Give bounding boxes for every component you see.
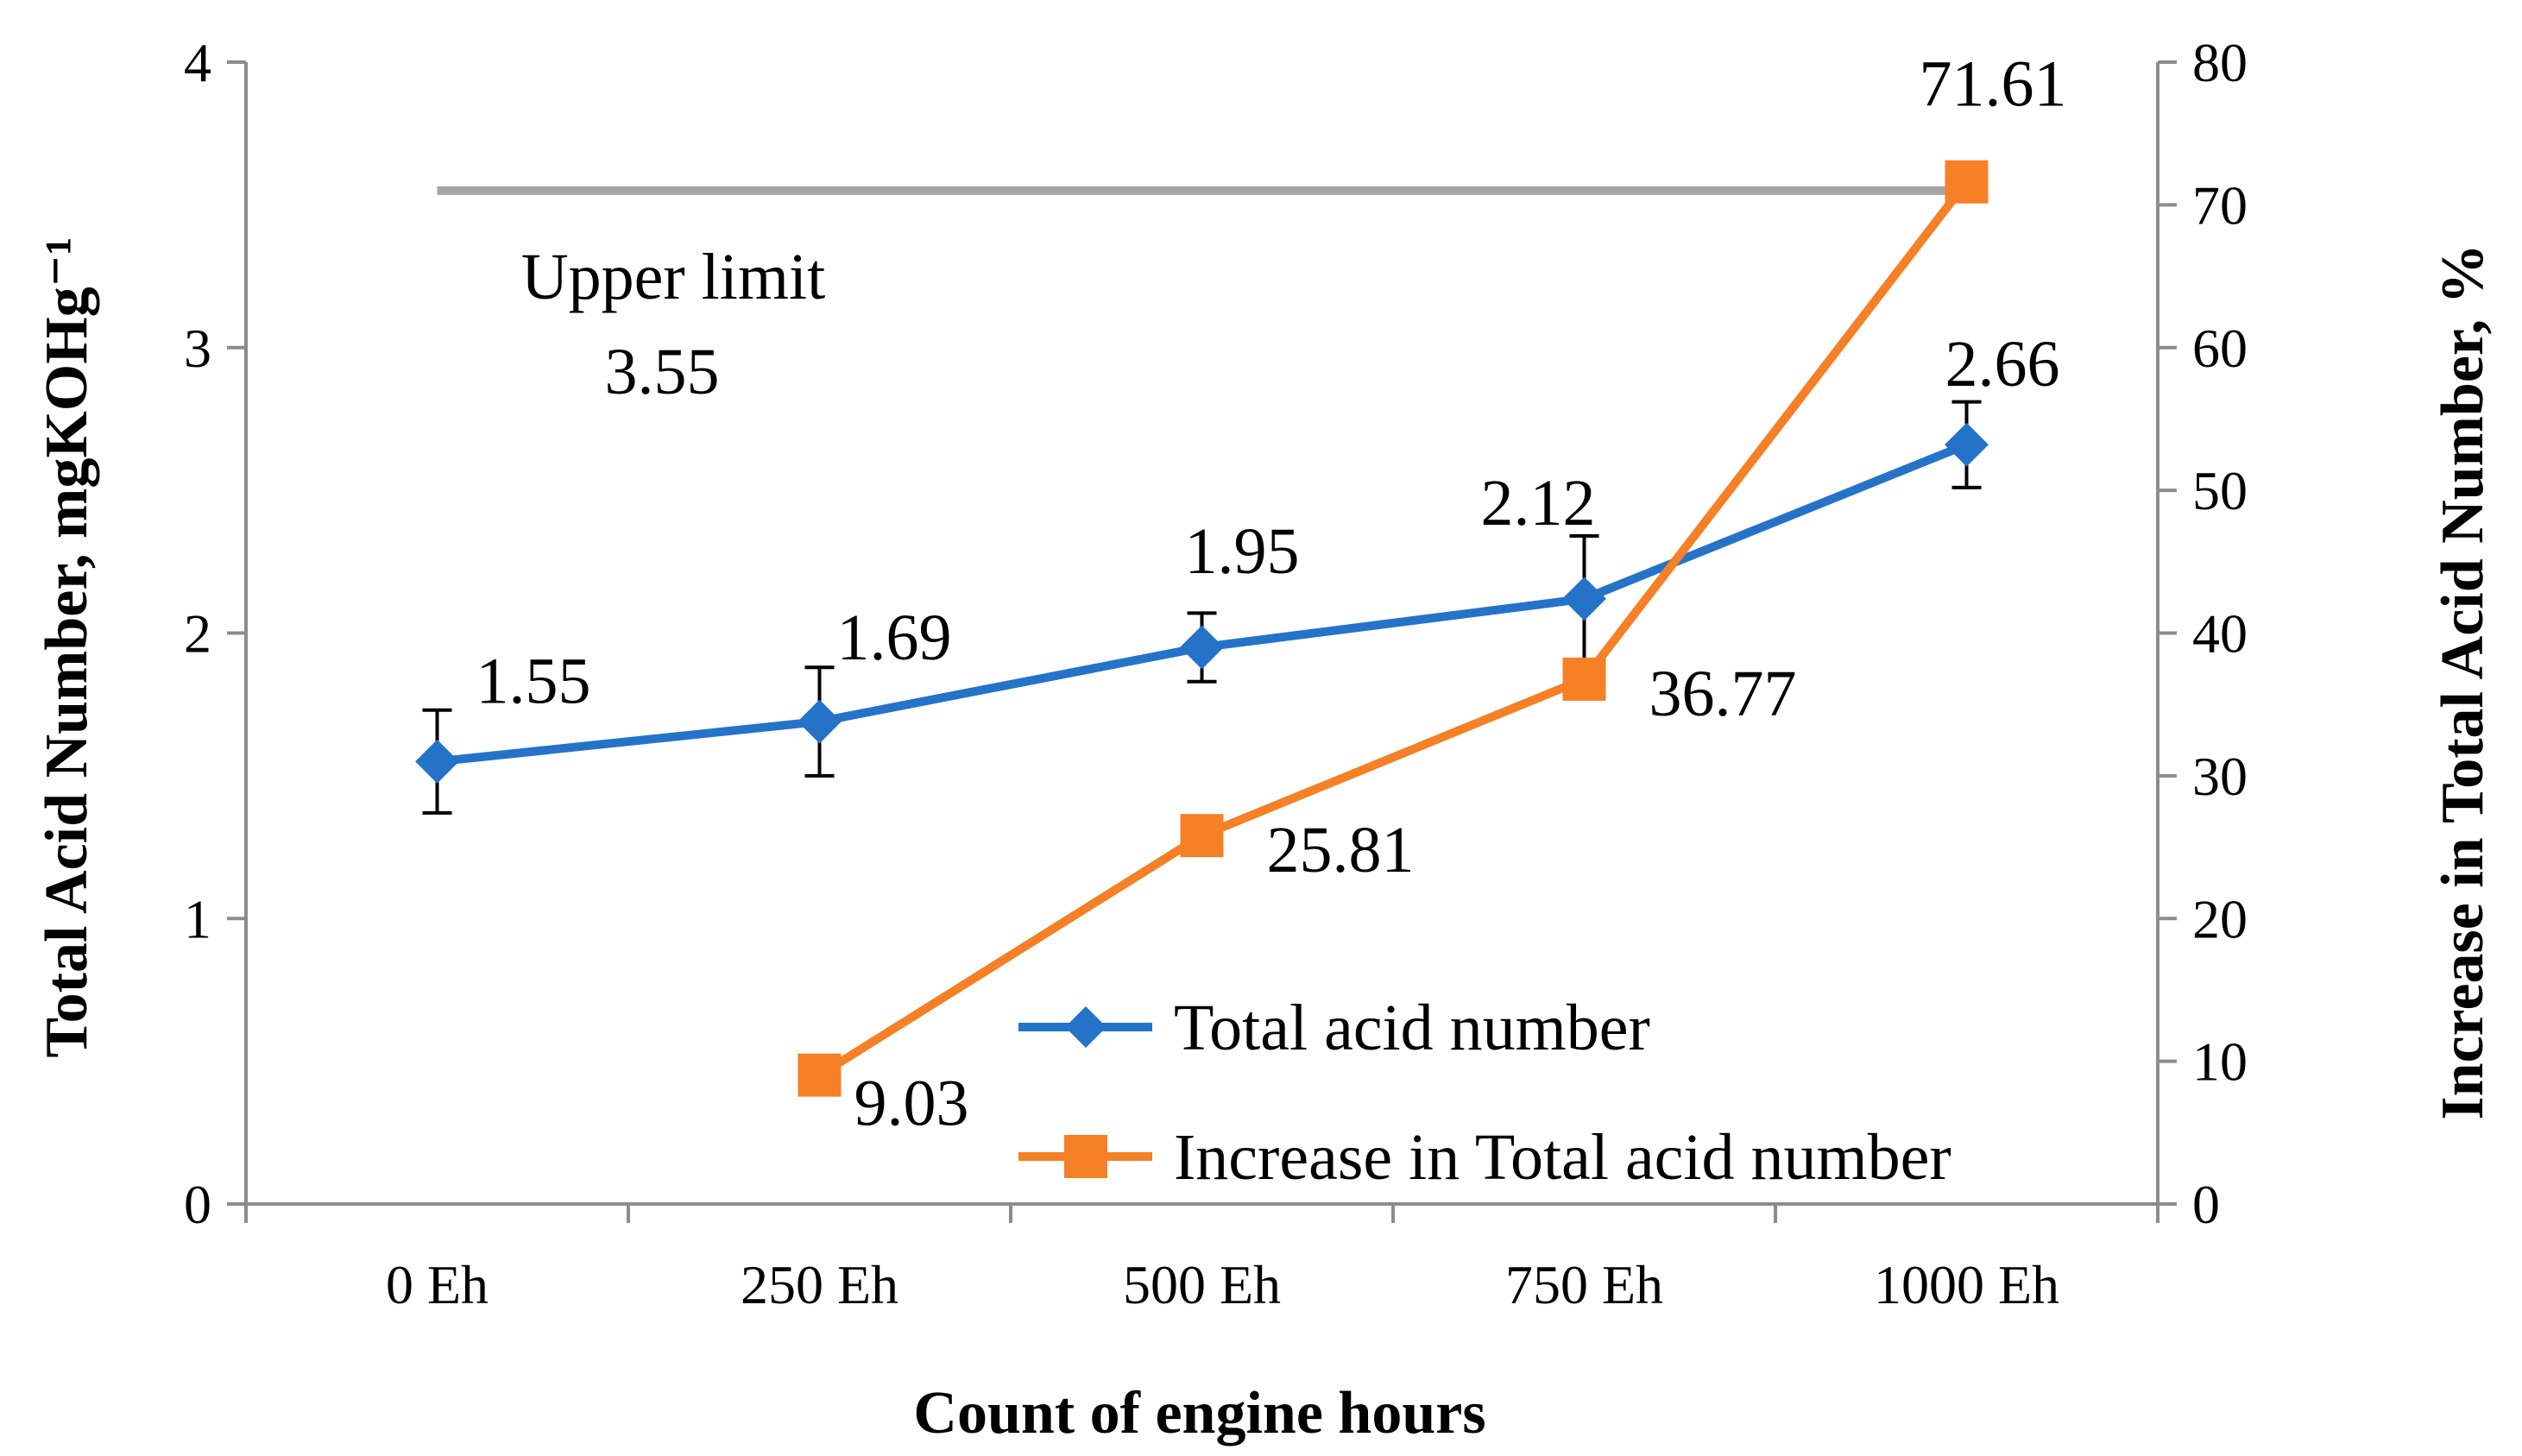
upper-limit-value-label: 3.55 <box>605 336 720 408</box>
increase-point <box>1562 657 1606 701</box>
reference-line-group: Upper limit 3.55 <box>437 186 1967 408</box>
increase-series-line <box>816 179 1970 1079</box>
tan-data-label: 2.66 <box>1945 328 2060 400</box>
y-right-tick-label: 50 <box>2192 460 2248 521</box>
x-tick-label: 500 Eh <box>1123 1254 1281 1315</box>
y-left-tick-label: 0 <box>184 1174 211 1235</box>
increase-data-label: 36.77 <box>1649 658 1797 730</box>
y-axis-title-left: Total Acid Number, mgKOHg⁻¹ <box>34 236 100 1057</box>
y-right-tick-label: 0 <box>2192 1174 2220 1235</box>
increase-point <box>798 1053 842 1097</box>
y-right-tick-label: 60 <box>2192 318 2248 379</box>
y-right-tick-label: 80 <box>2192 32 2248 93</box>
x-tick-label: 1000 Eh <box>1874 1254 2059 1315</box>
y-left-tick-label: 3 <box>184 318 211 379</box>
legend: Total acid number Increase in Total acid … <box>1018 992 1951 1194</box>
y-right-tick-label: 70 <box>2192 174 2248 236</box>
increase-data-label: 71.61 <box>1920 48 2067 121</box>
tan-data-label: 2.12 <box>1481 467 1596 539</box>
increase-data-label: 9.03 <box>854 1068 969 1140</box>
y-left-tick-label: 2 <box>184 603 211 665</box>
y-right-tick-label: 40 <box>2192 603 2248 665</box>
tan-data-label: 1.95 <box>1185 515 1300 588</box>
x-axis-title: Count of engine hours <box>913 1380 1485 1447</box>
tan-point <box>1180 625 1224 670</box>
x-tick-label: 250 Eh <box>741 1254 898 1315</box>
increase-point <box>1180 814 1224 858</box>
x-tick-label: 0 Eh <box>386 1254 489 1315</box>
data-labels: 1.55 1.69 1.95 2.12 2.66 9.03 25.81 36.77 71.61 <box>476 48 2067 1140</box>
tan-data-label: 1.55 <box>476 645 591 717</box>
y-right-tick-label: 10 <box>2192 1031 2248 1093</box>
increase-data-label: 25.81 <box>1267 814 1415 886</box>
upper-limit-label: Upper limit <box>521 241 826 313</box>
series-markers <box>415 160 1989 1097</box>
y-axis-title-right: Increase in Total Acid Number, % <box>2430 243 2496 1119</box>
tan-point <box>415 739 459 784</box>
legend-tan-label: Total acid number <box>1174 992 1650 1064</box>
x-tick-label: 750 Eh <box>1505 1254 1663 1315</box>
tan-point <box>1945 422 1989 467</box>
y-left-tick-label: 4 <box>184 32 211 93</box>
tan-point <box>1562 577 1606 621</box>
y-right-tick-label: 20 <box>2192 888 2248 949</box>
tan-point <box>798 699 842 744</box>
legend-diamond-icon <box>1065 1006 1107 1048</box>
legend-square-icon <box>1064 1135 1107 1178</box>
y-right-tick-label: 30 <box>2192 746 2248 807</box>
increase-point <box>1945 160 1989 204</box>
legend-increase-label: Increase in Total acid number <box>1174 1121 1951 1194</box>
y-left-tick-label: 1 <box>184 888 211 949</box>
tan-data-label: 1.69 <box>837 602 952 674</box>
